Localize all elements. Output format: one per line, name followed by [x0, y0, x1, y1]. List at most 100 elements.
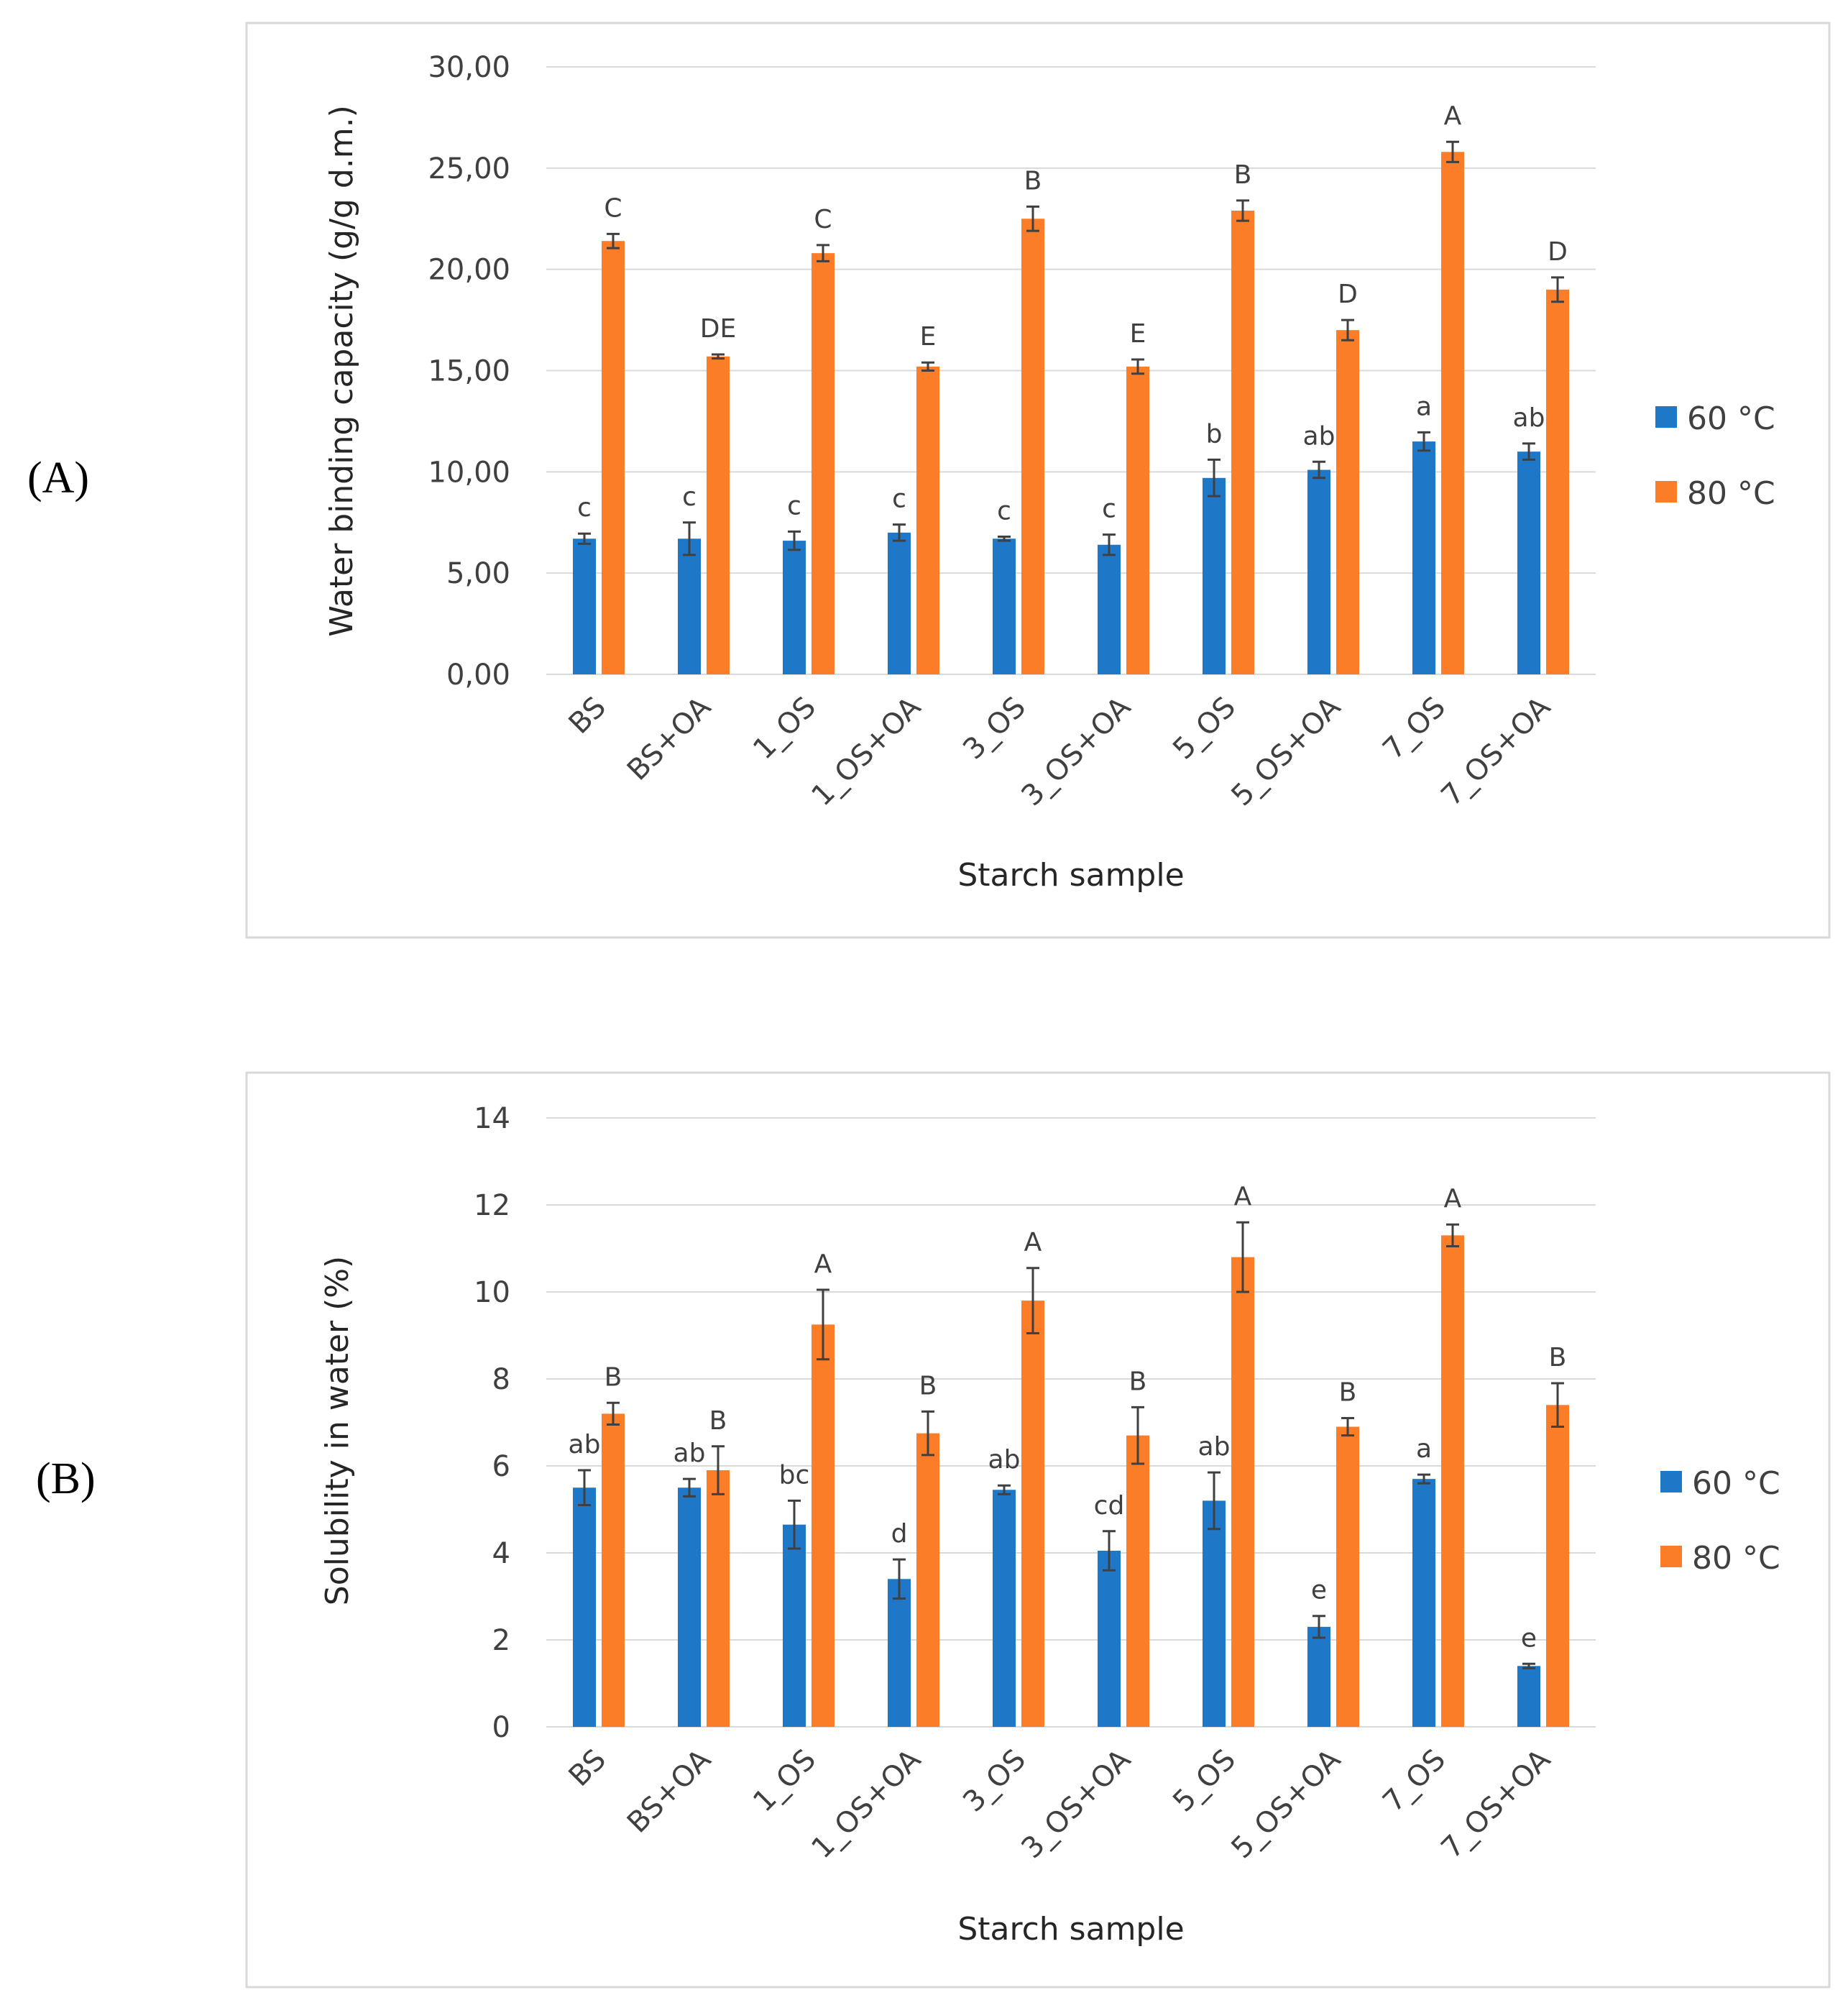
y-tick-label: 25,00	[428, 152, 510, 185]
significance-letter: ab	[1513, 403, 1545, 433]
bar-60c	[1412, 1479, 1435, 1727]
significance-letter: B	[709, 1406, 727, 1436]
bar-80c	[1021, 1301, 1044, 1727]
significance-letter: c	[892, 485, 906, 514]
bar-60c	[678, 1487, 701, 1727]
bar-60c	[888, 532, 911, 674]
y-tick-label: 0	[492, 1711, 510, 1744]
y-tick-label: 0,00	[446, 659, 510, 692]
significance-letter: d	[891, 1519, 908, 1549]
significance-letter: A	[1234, 1182, 1252, 1211]
bar-60c	[1412, 441, 1435, 674]
significance-letter: C	[604, 193, 622, 223]
significance-letter: e	[1311, 1576, 1327, 1605]
bar-60c	[1203, 477, 1226, 674]
legend-swatch-60c	[1660, 1471, 1682, 1492]
significance-letter: cd	[1094, 1491, 1125, 1521]
y-axis-title: Water binding capacity (g/g d.m.)	[323, 105, 360, 637]
bar-80c	[812, 1324, 835, 1727]
significance-letter: DE	[700, 314, 736, 344]
y-tick-label: 14	[474, 1102, 510, 1135]
bar-80c	[602, 1413, 625, 1727]
bar-60c	[1517, 451, 1540, 674]
significance-letter: B	[1549, 1343, 1567, 1372]
x-axis-title: Starch sample	[957, 857, 1184, 894]
significance-letter: c	[787, 491, 801, 521]
legend-label-80c: 80 °C	[1687, 475, 1775, 512]
bar-80c	[1126, 366, 1149, 674]
legend-swatch-80c	[1660, 1546, 1682, 1567]
significance-letter: A	[1444, 101, 1462, 131]
bar-80c	[1126, 1435, 1149, 1727]
significance-letter: a	[1416, 1434, 1432, 1464]
bar-80c	[707, 356, 730, 674]
legend-swatch-80c	[1655, 481, 1677, 503]
legend-swatch-60c	[1655, 406, 1677, 428]
significance-letter: B	[1024, 166, 1042, 196]
y-tick-label: 20,00	[428, 254, 510, 287]
y-tick-label: 6	[492, 1450, 510, 1483]
significance-letter: A	[814, 1249, 832, 1279]
significance-letter: D	[1548, 237, 1568, 267]
bar-60c	[678, 538, 701, 674]
y-axis-title: Solubility in water (%)	[319, 1256, 356, 1605]
y-tick-label: 10	[474, 1276, 510, 1309]
legend-label-80c: 80 °C	[1692, 1540, 1780, 1577]
y-tick-label: 5,00	[446, 557, 510, 590]
bar-80c	[1021, 219, 1044, 674]
significance-letter: ab	[674, 1439, 706, 1468]
bar-60c	[888, 1579, 911, 1727]
significance-letter: A	[1024, 1228, 1042, 1257]
significance-letter: ab	[1198, 1432, 1231, 1462]
bar-60c	[1098, 544, 1121, 674]
bar-80c	[1231, 210, 1254, 674]
significance-letter: c	[577, 493, 592, 523]
bar-80c	[1336, 330, 1359, 674]
significance-letter: E	[920, 322, 937, 352]
significance-letter: ab	[1303, 421, 1336, 451]
y-tick-label: 2	[492, 1624, 510, 1657]
significance-letter: B	[604, 1362, 622, 1392]
bar-80c	[916, 1433, 939, 1727]
bar-80c	[1546, 289, 1569, 674]
bar-80c	[707, 1470, 730, 1727]
bar-60c	[993, 1490, 1016, 1727]
significance-letter: bc	[779, 1460, 810, 1490]
y-tick-label: 30,00	[428, 51, 510, 84]
legend-label-60c: 60 °C	[1687, 400, 1775, 437]
y-tick-label: 4	[492, 1537, 510, 1570]
bar-60c	[1098, 1550, 1121, 1727]
significance-letter: c	[1102, 495, 1116, 524]
significance-letter: c	[997, 496, 1011, 526]
bar-60c	[783, 541, 806, 674]
significance-letter: B	[1339, 1377, 1357, 1407]
panel-label-b: (B)	[36, 1454, 96, 1503]
significance-letter: ab	[988, 1445, 1021, 1475]
bar-60c	[1307, 1626, 1330, 1727]
y-tick-label: 10,00	[428, 456, 510, 489]
significance-letter: B	[1129, 1367, 1147, 1396]
significance-letter: C	[814, 205, 832, 234]
significance-letter: e	[1521, 1623, 1537, 1653]
bar-60c	[573, 538, 596, 674]
significance-letter: B	[1234, 160, 1252, 190]
bar-60c	[1307, 469, 1330, 674]
y-tick-label: 8	[492, 1363, 510, 1396]
bar-60c	[1203, 1500, 1226, 1727]
significance-letter: a	[1416, 392, 1432, 421]
bar-60c	[1517, 1666, 1540, 1727]
bar-80c	[1231, 1257, 1254, 1727]
significance-letter: c	[682, 482, 697, 512]
legend-label-60c: 60 °C	[1692, 1465, 1780, 1502]
significance-letter: B	[919, 1371, 937, 1400]
y-tick-label: 12	[474, 1189, 510, 1222]
bar-60c	[993, 538, 1016, 674]
x-axis-title: Starch sample	[957, 1911, 1184, 1948]
significance-letter: ab	[569, 1430, 601, 1459]
bar-60c	[573, 1487, 596, 1727]
bar-60c	[783, 1524, 806, 1727]
significance-letter: A	[1444, 1184, 1462, 1214]
bar-80c	[602, 241, 625, 674]
bar-80c	[916, 366, 939, 674]
